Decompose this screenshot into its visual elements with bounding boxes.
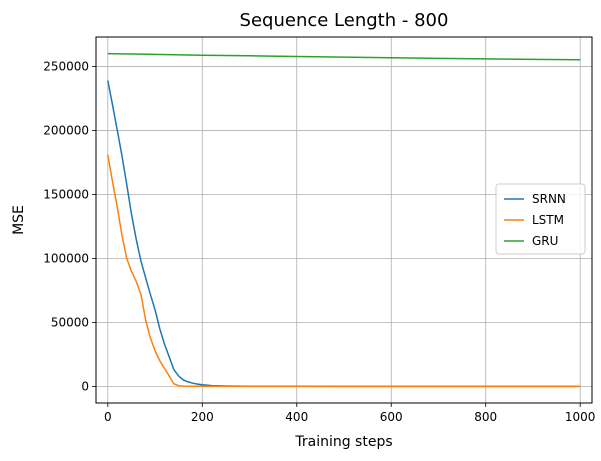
y-tick-label: 100000	[43, 251, 89, 265]
y-tick-label: 50000	[51, 315, 89, 329]
plot-area	[95, 36, 593, 404]
series-lines	[107, 52, 581, 388]
legend-box	[495, 183, 586, 255]
x-tick-label: 200	[191, 410, 214, 424]
legend-label: LSTM	[532, 213, 564, 227]
legend-label: GRU	[532, 234, 558, 248]
x-tick-label: 600	[380, 410, 403, 424]
chart-title: Sequence Length - 800	[240, 10, 449, 31]
legend: SRNN LSTM GRU	[495, 183, 586, 255]
series-line-lstm	[107, 154, 581, 388]
series-line-gru	[107, 52, 581, 61]
y-axis-label: MSE	[11, 205, 27, 235]
x-axis-label: Training steps	[294, 434, 392, 450]
y-tick-label: 150000	[43, 187, 89, 201]
x-tick-label: 400	[285, 410, 308, 424]
y-tick-label: 0	[81, 379, 89, 393]
x-axis-ticks: 0 200 400 600 800 1000	[104, 403, 595, 424]
x-tick-label: 1000	[565, 410, 596, 424]
y-tick-label: 250000	[43, 59, 89, 73]
legend-label: SRNN	[532, 192, 566, 206]
x-tick-label: 800	[474, 410, 497, 424]
y-axis-ticks: 0 50000 100000 150000 200000 250000	[43, 59, 96, 393]
x-tick-label: 0	[104, 410, 112, 424]
y-tick-label: 200000	[43, 123, 89, 137]
